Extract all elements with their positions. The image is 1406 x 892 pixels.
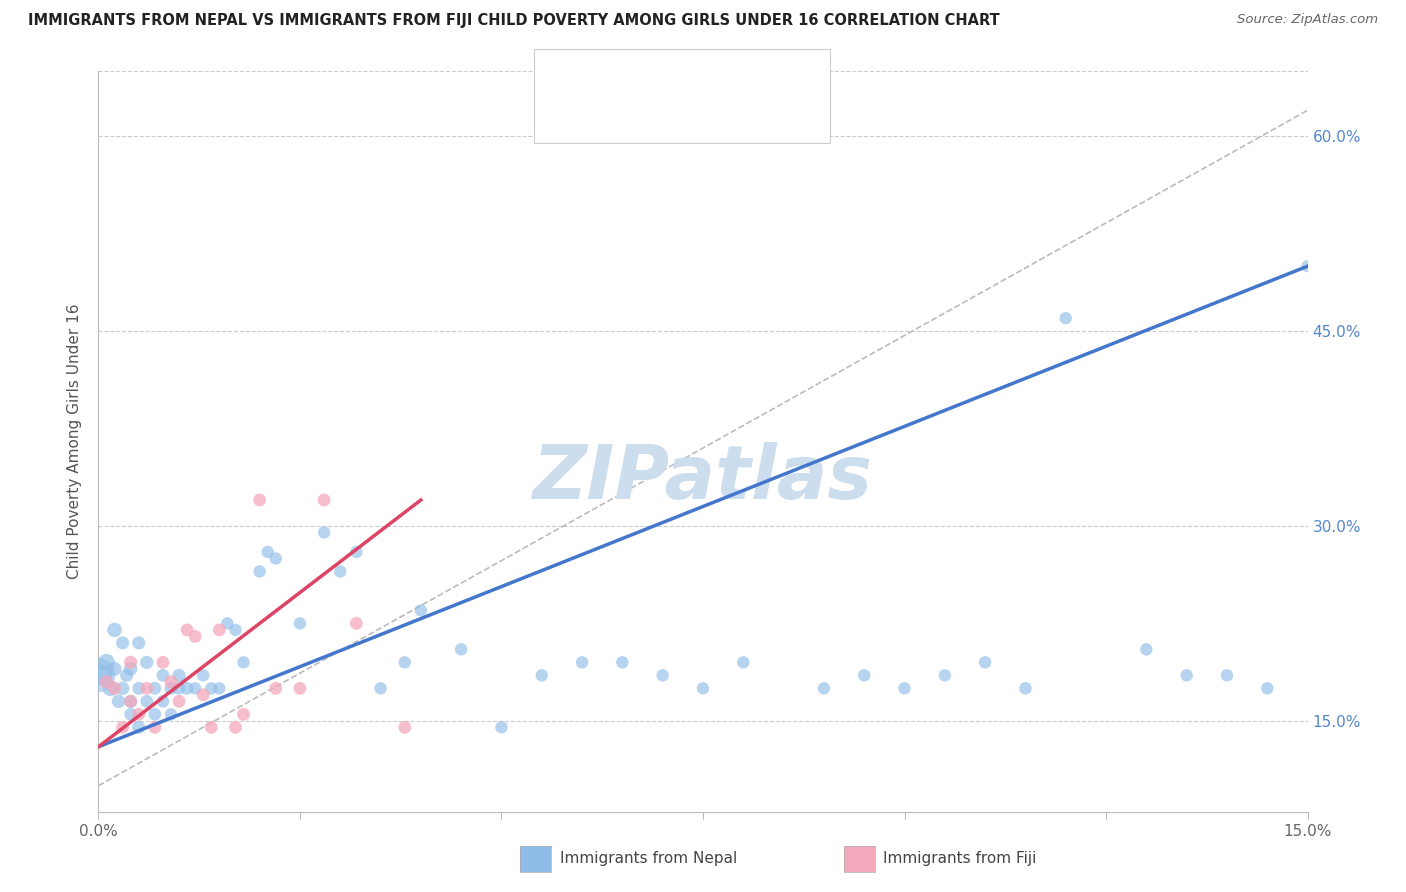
- Point: [893, 681, 915, 696]
- Point: [200, 720, 222, 734]
- Point: [91, 668, 114, 682]
- Point: [111, 636, 134, 650]
- Point: [370, 681, 392, 696]
- Point: [167, 694, 190, 708]
- Point: [344, 545, 367, 559]
- Point: [135, 656, 157, 670]
- Point: [152, 656, 174, 670]
- Point: [224, 623, 246, 637]
- Point: [103, 662, 125, 676]
- Point: [128, 707, 150, 722]
- Point: [249, 565, 271, 579]
- Point: [176, 623, 198, 637]
- Point: [120, 694, 142, 708]
- Point: [184, 629, 207, 643]
- Point: [288, 681, 311, 696]
- Point: [111, 681, 134, 696]
- Point: [264, 681, 287, 696]
- Y-axis label: Child Poverty Among Girls Under 16: Child Poverty Among Girls Under 16: [67, 304, 83, 579]
- Point: [612, 656, 634, 670]
- Point: [152, 694, 174, 708]
- Point: [1054, 311, 1077, 326]
- Point: [974, 656, 997, 670]
- Point: [394, 656, 416, 670]
- Point: [256, 545, 278, 559]
- Text: R = 0.579   N = 24: R = 0.579 N = 24: [595, 108, 740, 122]
- Point: [143, 720, 166, 734]
- Point: [530, 668, 553, 682]
- Point: [193, 688, 215, 702]
- Point: [1256, 681, 1278, 696]
- Point: [329, 565, 352, 579]
- Point: [934, 668, 956, 682]
- Point: [208, 681, 231, 696]
- Point: [87, 668, 110, 682]
- Point: [120, 656, 142, 670]
- Point: [176, 681, 198, 696]
- Point: [1014, 681, 1036, 696]
- Point: [651, 668, 673, 682]
- Point: [1216, 668, 1239, 682]
- Point: [344, 616, 367, 631]
- Point: [733, 656, 755, 670]
- Point: [100, 681, 122, 696]
- Point: [120, 694, 142, 708]
- Point: [152, 668, 174, 682]
- Point: [167, 681, 190, 696]
- Text: Immigrants from Nepal: Immigrants from Nepal: [560, 852, 737, 866]
- Point: [200, 681, 222, 696]
- Point: [120, 707, 142, 722]
- Point: [314, 525, 336, 540]
- Point: [491, 720, 513, 734]
- Point: [107, 694, 129, 708]
- Point: [288, 616, 311, 631]
- Point: [813, 681, 835, 696]
- Point: [217, 616, 239, 631]
- Point: [103, 681, 125, 696]
- Point: [853, 668, 876, 682]
- Point: [128, 636, 150, 650]
- Point: [128, 681, 150, 696]
- Point: [193, 668, 215, 682]
- Text: R = 0.526   N = 63: R = 0.526 N = 63: [595, 71, 740, 86]
- Point: [103, 623, 125, 637]
- Point: [208, 623, 231, 637]
- Point: [111, 720, 134, 734]
- Point: [167, 668, 190, 682]
- Point: [160, 681, 183, 696]
- Point: [264, 551, 287, 566]
- Point: [160, 707, 183, 722]
- Point: [115, 668, 138, 682]
- Point: [143, 681, 166, 696]
- Point: [120, 662, 142, 676]
- Point: [96, 656, 118, 670]
- Point: [232, 656, 254, 670]
- Point: [143, 707, 166, 722]
- Point: [409, 603, 432, 617]
- Text: ZIPatlas: ZIPatlas: [533, 442, 873, 515]
- Text: IMMIGRANTS FROM NEPAL VS IMMIGRANTS FROM FIJI CHILD POVERTY AMONG GIRLS UNDER 16: IMMIGRANTS FROM NEPAL VS IMMIGRANTS FROM…: [28, 13, 1000, 29]
- Point: [224, 720, 246, 734]
- Point: [135, 681, 157, 696]
- Point: [232, 707, 254, 722]
- Point: [96, 674, 118, 689]
- Text: Immigrants from Fiji: Immigrants from Fiji: [883, 852, 1036, 866]
- Point: [160, 674, 183, 689]
- Point: [450, 642, 472, 657]
- Point: [571, 656, 593, 670]
- Point: [184, 681, 207, 696]
- Point: [314, 493, 336, 508]
- Point: [1175, 668, 1198, 682]
- Point: [394, 720, 416, 734]
- Point: [135, 694, 157, 708]
- Point: [128, 720, 150, 734]
- Point: [692, 681, 714, 696]
- Text: Source: ZipAtlas.com: Source: ZipAtlas.com: [1237, 13, 1378, 27]
- Point: [249, 493, 271, 508]
- Point: [1296, 259, 1319, 273]
- Point: [1135, 642, 1157, 657]
